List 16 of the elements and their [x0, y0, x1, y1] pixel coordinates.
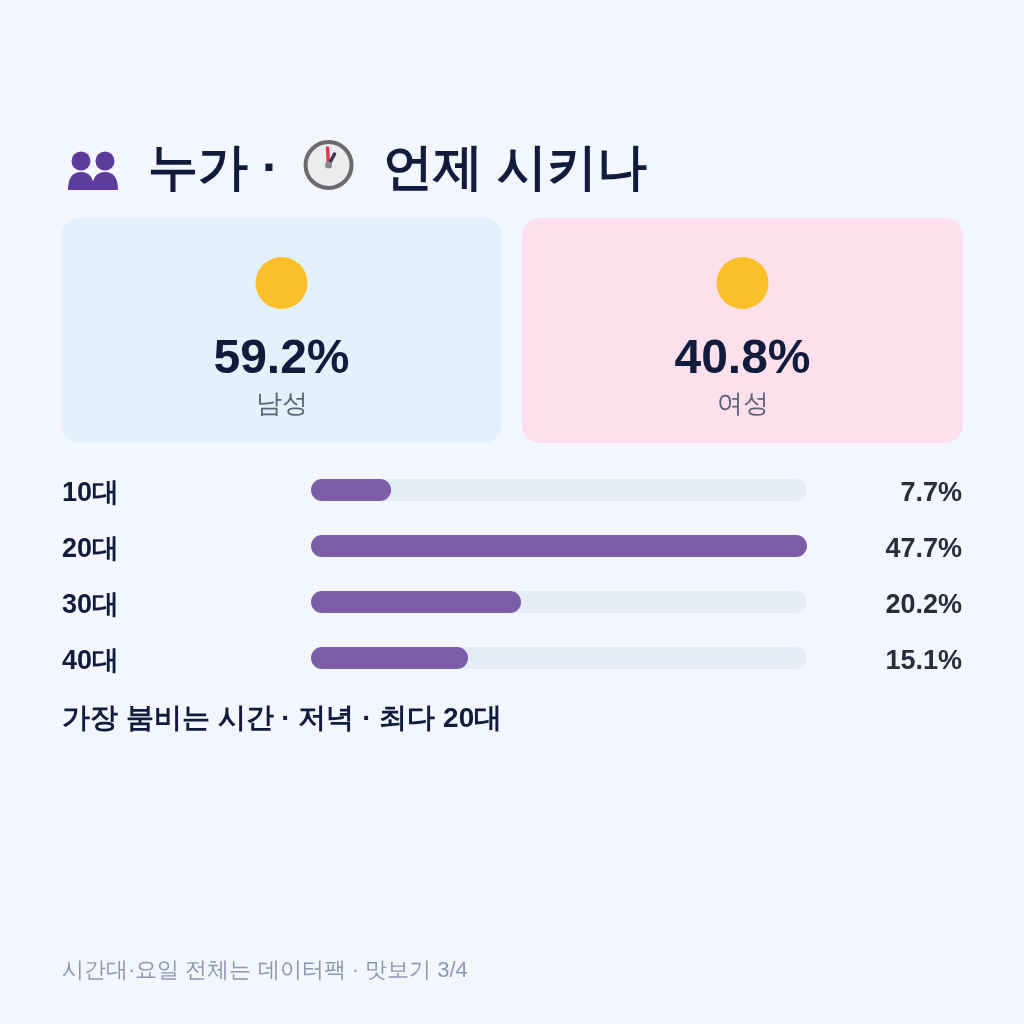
data-label: 7.7% — [900, 477, 962, 507]
y-tick-label: 20대 — [62, 533, 120, 563]
y-tick-label: 30대 — [62, 589, 120, 619]
bar — [311, 479, 392, 501]
text: 시간대·요일 전체는 데이터팩 · 맛보기 3/4 — [62, 957, 468, 982]
category-label: 여성 — [716, 388, 769, 418]
data-label: 47.7% — [885, 533, 962, 563]
data-label: 59.2% — [213, 330, 350, 383]
data-label: 15.1% — [885, 645, 962, 675]
data-label: 20.2% — [885, 589, 962, 619]
text: 가장 붐비는 시간 · 저녁 · 최다 20대 — [62, 702, 503, 733]
chart-title: 누가 · 언제 시키나 — [148, 139, 648, 195]
category-label: 남성 — [255, 388, 308, 418]
y-tick-label: 40대 — [62, 645, 120, 675]
data-label: 40.8% — [674, 330, 811, 383]
y-tick-label: 10대 — [62, 477, 120, 507]
